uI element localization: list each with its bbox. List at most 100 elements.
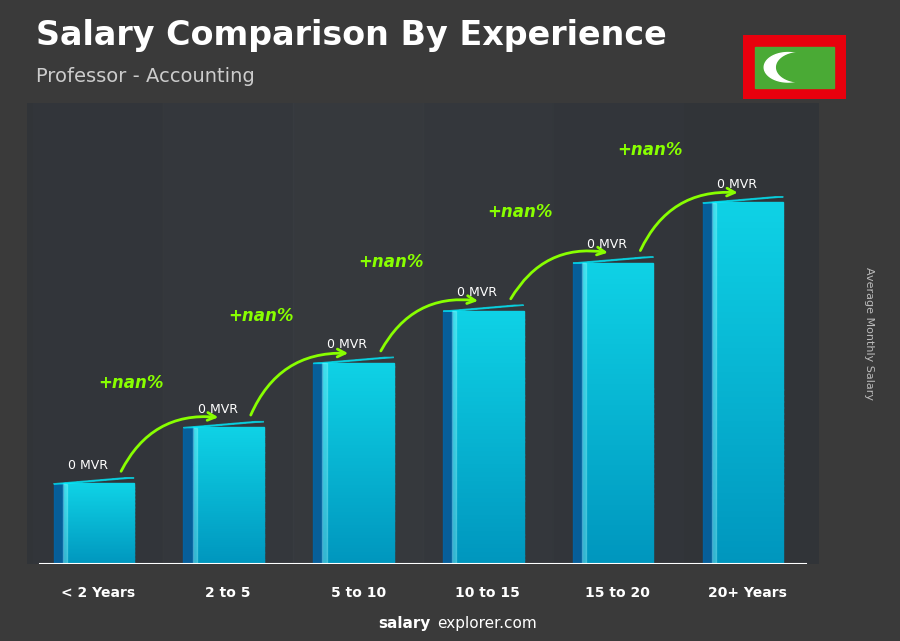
Text: 15 to 20: 15 to 20: [585, 586, 650, 600]
Bar: [712, 383, 783, 390]
Bar: [193, 513, 264, 516]
Bar: [452, 429, 524, 433]
Bar: [63, 562, 134, 564]
Bar: [193, 491, 264, 494]
Text: Professor - Accounting: Professor - Accounting: [36, 67, 255, 87]
Bar: [712, 317, 783, 323]
Bar: [582, 544, 653, 549]
Bar: [582, 368, 653, 374]
Bar: [712, 245, 783, 251]
Bar: [63, 506, 134, 508]
Bar: [322, 554, 394, 558]
Bar: [582, 358, 653, 363]
Bar: [63, 560, 134, 562]
Bar: [452, 522, 524, 526]
Bar: [193, 432, 264, 435]
Bar: [322, 533, 394, 537]
Bar: [63, 501, 134, 503]
Bar: [582, 298, 653, 303]
Bar: [582, 338, 653, 344]
Bar: [582, 428, 653, 434]
Bar: [582, 418, 653, 424]
Bar: [712, 455, 783, 462]
Bar: [193, 437, 264, 439]
Bar: [452, 442, 524, 446]
Bar: [63, 494, 134, 496]
Text: +nan%: +nan%: [488, 203, 554, 221]
Bar: [452, 538, 524, 543]
Bar: [63, 485, 134, 487]
Bar: [63, 487, 134, 489]
Bar: [63, 503, 134, 505]
Bar: [193, 487, 264, 489]
Bar: [193, 434, 264, 437]
Text: Average Monthly Salary: Average Monthly Salary: [863, 267, 874, 400]
Bar: [582, 373, 653, 378]
Bar: [322, 406, 394, 410]
Bar: [452, 501, 524, 505]
Bar: [712, 407, 783, 413]
Bar: [452, 433, 524, 438]
Bar: [712, 359, 783, 365]
Text: Salary Comparison By Experience: Salary Comparison By Experience: [36, 19, 667, 52]
Bar: [712, 552, 783, 558]
Bar: [193, 463, 264, 466]
Bar: [582, 474, 653, 479]
Bar: [322, 367, 394, 370]
Bar: [452, 526, 524, 530]
Bar: [712, 467, 783, 474]
Bar: [193, 478, 264, 480]
Bar: [452, 547, 524, 551]
Bar: [322, 387, 394, 390]
Bar: [193, 559, 264, 562]
Bar: [322, 494, 394, 497]
Bar: [452, 496, 524, 501]
Bar: [452, 362, 524, 366]
Bar: [63, 526, 134, 528]
Bar: [193, 495, 264, 498]
Bar: [582, 353, 653, 358]
Bar: [193, 459, 264, 462]
Bar: [452, 315, 524, 320]
Bar: [193, 520, 264, 523]
Bar: [582, 508, 653, 514]
Bar: [712, 497, 783, 504]
Bar: [452, 383, 524, 387]
Bar: [193, 532, 264, 535]
Bar: [712, 377, 783, 383]
Bar: [193, 557, 264, 560]
Text: 2 to 5: 2 to 5: [205, 586, 251, 600]
Text: 5 to 10: 5 to 10: [330, 586, 385, 600]
Text: salary: salary: [378, 617, 430, 631]
Bar: [712, 431, 783, 438]
Bar: [193, 507, 264, 510]
Bar: [193, 541, 264, 544]
Bar: [63, 542, 134, 544]
Bar: [452, 328, 524, 332]
Bar: [712, 256, 783, 263]
Text: +nan%: +nan%: [98, 374, 164, 392]
Bar: [582, 363, 653, 369]
Bar: [452, 560, 524, 564]
Bar: [452, 349, 524, 353]
Bar: [63, 518, 134, 520]
Bar: [322, 379, 394, 383]
Bar: [63, 551, 134, 552]
Polygon shape: [443, 305, 524, 312]
Bar: [582, 549, 653, 554]
Bar: [193, 538, 264, 542]
Bar: [712, 353, 783, 360]
Bar: [193, 493, 264, 496]
Bar: [322, 540, 394, 544]
Bar: [322, 480, 394, 484]
Bar: [193, 516, 264, 519]
Bar: [193, 454, 264, 457]
Text: 0 MVR: 0 MVR: [328, 338, 367, 351]
Text: 0 MVR: 0 MVR: [68, 459, 108, 472]
Bar: [712, 299, 783, 305]
Bar: [452, 504, 524, 510]
Bar: [712, 323, 783, 329]
Bar: [452, 509, 524, 513]
Bar: [712, 462, 783, 468]
Bar: [452, 404, 524, 408]
